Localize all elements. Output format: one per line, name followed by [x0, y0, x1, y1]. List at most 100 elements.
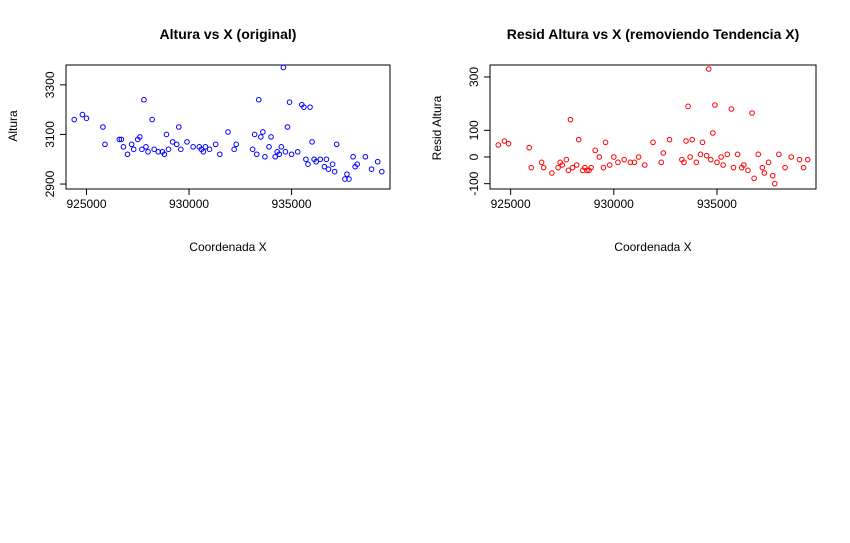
- data-point: [251, 131, 258, 138]
- data-point: [161, 151, 168, 158]
- data-point: [796, 156, 803, 163]
- data-point: [313, 158, 319, 165]
- data-point: [712, 102, 718, 108]
- data-point: [650, 139, 656, 146]
- data-point: [641, 162, 648, 168]
- data-point: [699, 139, 706, 146]
- data-point: [528, 164, 535, 171]
- x-axis-label: Coordenada X: [614, 240, 691, 254]
- data-point: [755, 151, 762, 158]
- data-point: [584, 167, 590, 174]
- data-point: [658, 159, 665, 166]
- data-point: [301, 104, 307, 110]
- data-point: [730, 164, 737, 171]
- y-tick-label: 3300: [43, 71, 57, 98]
- data-point: [569, 164, 576, 171]
- chart-title: Resid Altura vs X (removiendo Tendencia …: [507, 26, 800, 42]
- data-point: [305, 161, 311, 167]
- data-point: [151, 146, 157, 153]
- data-point: [130, 146, 137, 153]
- data-point: [549, 170, 555, 176]
- data-point: [202, 144, 209, 150]
- data-point: [206, 146, 213, 153]
- data-point: [280, 64, 287, 71]
- data-point: [169, 139, 176, 145]
- data-point: [710, 130, 716, 136]
- chart-panel-residuals: Resid Altura vs X (removiendo Tendencia …: [430, 26, 817, 254]
- data-point: [233, 141, 240, 148]
- data-point: [501, 138, 508, 144]
- data-point: [282, 149, 289, 155]
- data-point: [565, 167, 572, 174]
- data-point: [693, 159, 700, 166]
- axis-ticks: 925000 930000 935000 2900 3100 3300: [43, 71, 312, 211]
- plot-frame: [65, 64, 391, 190]
- data-point: [559, 162, 566, 168]
- data-point: [118, 136, 125, 143]
- data-point: [175, 124, 182, 130]
- data-point: [606, 162, 613, 168]
- data-point: [317, 156, 324, 163]
- x-tick-label: 935000: [697, 197, 737, 211]
- data-point: [588, 164, 594, 171]
- y-tick-label: 100: [467, 120, 481, 140]
- data-point: [124, 151, 131, 158]
- chart-panel-original: Altura vs X (original) Coordenada X Altu…: [6, 26, 391, 254]
- data-point: [173, 141, 180, 148]
- data-point: [683, 138, 689, 144]
- x-axis-label: Coordenada X: [189, 240, 266, 254]
- data-point: [137, 134, 143, 140]
- data-point: [374, 158, 381, 165]
- axis-ticks: 925000 930000 935000 -100 0 100 300: [467, 67, 737, 211]
- data-point: [102, 141, 108, 148]
- data-point: [555, 164, 561, 171]
- data-points: [71, 64, 385, 182]
- data-point: [307, 104, 313, 110]
- data-point: [745, 167, 751, 174]
- data-point: [526, 144, 533, 151]
- data-point: [749, 110, 755, 116]
- y-axis-label: Resid Altura: [430, 95, 444, 160]
- data-point: [621, 156, 627, 163]
- data-point: [720, 162, 726, 168]
- data-point: [761, 170, 768, 176]
- plot-frame: [489, 64, 817, 190]
- data-point: [288, 151, 295, 158]
- data-point: [163, 131, 170, 138]
- data-point: [592, 147, 599, 154]
- data-point: [149, 116, 155, 123]
- data-point: [286, 99, 293, 105]
- data-point: [765, 159, 772, 166]
- data-point: [666, 136, 673, 143]
- data-point: [249, 146, 256, 153]
- data-point: [687, 154, 693, 160]
- data-point: [602, 139, 609, 146]
- data-point: [759, 164, 766, 171]
- data-point: [685, 103, 691, 110]
- data-point: [260, 129, 266, 135]
- data-point: [262, 153, 268, 160]
- x-tick-label: 925000: [491, 197, 531, 211]
- data-point: [272, 153, 278, 160]
- y-tick-label: -100: [467, 171, 481, 195]
- data-point: [751, 175, 757, 182]
- data-point: [329, 161, 336, 167]
- data-point: [346, 176, 352, 182]
- data-point: [139, 146, 145, 153]
- data-point: [100, 124, 106, 130]
- data-point: [705, 66, 712, 72]
- data-point: [615, 159, 621, 166]
- data-point: [689, 136, 696, 143]
- data-point: [495, 142, 502, 148]
- data-point: [71, 116, 78, 123]
- data-point: [575, 136, 582, 143]
- data-point: [303, 156, 309, 163]
- x-tick-label: 935000: [272, 197, 312, 211]
- data-point: [216, 151, 223, 158]
- data-point: [178, 146, 184, 153]
- data-point: [804, 156, 811, 163]
- data-point: [255, 96, 262, 103]
- data-point: [258, 134, 264, 140]
- data-point: [714, 159, 720, 166]
- data-point: [378, 168, 385, 175]
